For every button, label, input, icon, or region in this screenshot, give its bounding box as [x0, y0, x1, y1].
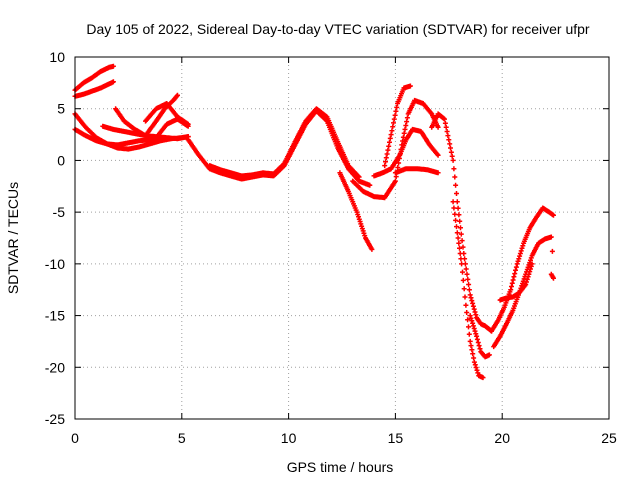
- data-point-markers: [548, 271, 556, 281]
- x-tick-label: 0: [71, 430, 79, 446]
- y-tick-label: -25: [45, 411, 65, 427]
- x-tick-label: 5: [178, 430, 186, 446]
- x-tick-label: 15: [388, 430, 404, 446]
- series-markers: [185, 108, 373, 188]
- series-markers: [371, 126, 441, 179]
- x-tick-label: 10: [281, 430, 297, 446]
- y-tick-label: -20: [45, 359, 65, 375]
- chart-title: Day 105 of 2022, Sidereal Day-to-day VTE…: [86, 21, 590, 37]
- data-point-markers: [185, 108, 373, 188]
- data-point-markers: [429, 111, 494, 334]
- x-axis-label: GPS time / hours: [287, 459, 394, 475]
- data-point-markers: [392, 166, 441, 176]
- y-tick-label: -5: [53, 204, 66, 220]
- data-point-markers: [382, 83, 413, 169]
- series-markers: [392, 166, 441, 176]
- y-tick-label: 0: [57, 152, 65, 168]
- data-point-markers: [371, 126, 441, 179]
- series-markers: [548, 271, 556, 281]
- data-point-markers: [337, 170, 375, 252]
- x-tick-label: 20: [494, 430, 510, 446]
- data-point-markers: [207, 106, 362, 180]
- plot-frame: [74, 56, 610, 420]
- series-markers: [549, 248, 555, 254]
- series-markers: [429, 111, 494, 334]
- axis-ticks: 0 5 10 15 20 25 -25 -20 -15 -10 -5 0 5 10: [45, 49, 617, 446]
- data-point-markers: [489, 205, 556, 334]
- y-tick-label: -10: [45, 256, 65, 272]
- series-markers: [337, 170, 375, 252]
- data-point-markers: [467, 313, 492, 360]
- series-markers: [382, 83, 413, 169]
- series-markers: [450, 199, 486, 381]
- series-markers: [467, 313, 492, 360]
- y-tick-label: 5: [57, 101, 65, 117]
- y-tick-label: 10: [49, 49, 65, 65]
- y-tick-label: -15: [45, 308, 65, 324]
- series-markers: [207, 106, 362, 180]
- data-series: [72, 63, 556, 381]
- data-point-markers: [153, 116, 191, 141]
- series-markers: [497, 261, 535, 303]
- data-point-markers: [549, 248, 555, 254]
- y-axis-label: SDTVAR / TECUs: [5, 182, 21, 294]
- data-point-markers: [113, 92, 180, 139]
- series-markers: [113, 92, 180, 139]
- data-point-markers: [450, 199, 486, 381]
- data-point-markers: [497, 261, 535, 303]
- series-markers: [489, 205, 556, 334]
- x-tick-label: 25: [601, 430, 617, 446]
- series-markers: [153, 116, 191, 141]
